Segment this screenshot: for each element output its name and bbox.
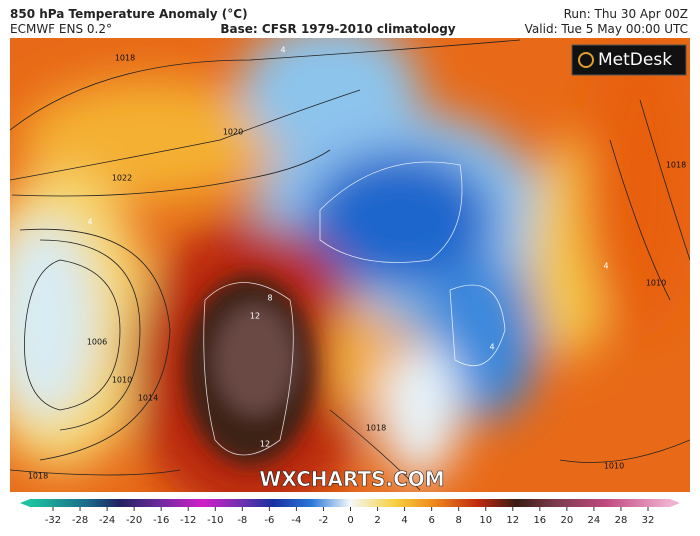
isobar-label: 1018 bbox=[115, 54, 135, 63]
colorbar-tick-label: 10 bbox=[479, 515, 492, 526]
colorbar-tick-label: -4 bbox=[291, 515, 301, 526]
isobar-label: 1014 bbox=[138, 394, 158, 403]
isobar-label: 1020 bbox=[223, 128, 243, 137]
colorbar-tick-label: 0 bbox=[347, 515, 353, 526]
colorbar-tick-label: -2 bbox=[318, 515, 328, 526]
logo-box bbox=[571, 44, 687, 76]
logo: MetDesk bbox=[598, 50, 672, 70]
colorbar-tick-label: -6 bbox=[264, 515, 274, 526]
colorbar-tick-label: -32 bbox=[45, 515, 61, 526]
colorbar-tick-label: -24 bbox=[99, 515, 115, 526]
isobar-label: 1010 bbox=[112, 376, 132, 385]
base: Base: CFSR 1979-2010 climatology bbox=[220, 22, 455, 36]
watermark: WXCHARTS.COM bbox=[259, 467, 444, 491]
isobar-label: 1010 bbox=[646, 279, 666, 288]
anomaly-label: 12 bbox=[260, 440, 270, 449]
model: ECMWF ENS 0.2° bbox=[10, 22, 112, 36]
colorbar-tick-label: 6 bbox=[428, 515, 434, 526]
map: MetDesk WXCHARTS.COM 1018 1020 1022 1006 101… bbox=[10, 38, 690, 492]
colorbar-max-arrow bbox=[670, 499, 680, 507]
colorbar-tick-label: -8 bbox=[237, 515, 247, 526]
colorbar-tick-label: -16 bbox=[153, 515, 169, 526]
colorbar-tick-label: -10 bbox=[207, 515, 223, 526]
colorbar-tick-label: -12 bbox=[180, 515, 196, 526]
anomaly-label: 4 bbox=[280, 46, 285, 55]
valid: Valid: Tue 5 May 00:00 UTC bbox=[525, 22, 688, 36]
colorbar-tick-label: 16 bbox=[533, 515, 546, 526]
colorbar-tick-label: 12 bbox=[506, 515, 519, 526]
run: Run: Thu 30 Apr 00Z bbox=[564, 7, 688, 21]
colorbar-tick-label: 20 bbox=[560, 515, 573, 526]
anomaly-label: 12 bbox=[250, 312, 260, 321]
anomaly-label: 4 bbox=[87, 218, 92, 227]
isobar-label: 1018 bbox=[28, 472, 48, 481]
colorbar-tick-label: -20 bbox=[126, 515, 142, 526]
anomaly-label: 8 bbox=[267, 294, 272, 303]
isobar-label: 1018 bbox=[366, 424, 386, 433]
colorbar-tick-label: 4 bbox=[401, 515, 407, 526]
colorbar-tick-label: -28 bbox=[72, 515, 88, 526]
colorbar-tick-label: 32 bbox=[642, 515, 655, 526]
isobar-label: 1006 bbox=[87, 338, 107, 347]
anomaly-label: 4 bbox=[603, 262, 608, 271]
isobar-label: 1010 bbox=[604, 462, 624, 471]
colorbar-min-arrow bbox=[20, 499, 30, 507]
colorbar-tick-label: 28 bbox=[615, 515, 628, 526]
isobar-label: 1018 bbox=[666, 161, 686, 170]
anomaly-label: 4 bbox=[489, 343, 494, 352]
colorbar-tick-label: 2 bbox=[374, 515, 380, 526]
colorbar-tick-label: 24 bbox=[588, 515, 601, 526]
colorbar-tick-label: 8 bbox=[455, 515, 461, 526]
isobar-label: 1022 bbox=[112, 174, 132, 183]
colorbar bbox=[30, 499, 670, 507]
title: 850 hPa Temperature Anomaly (°C) bbox=[10, 7, 248, 21]
